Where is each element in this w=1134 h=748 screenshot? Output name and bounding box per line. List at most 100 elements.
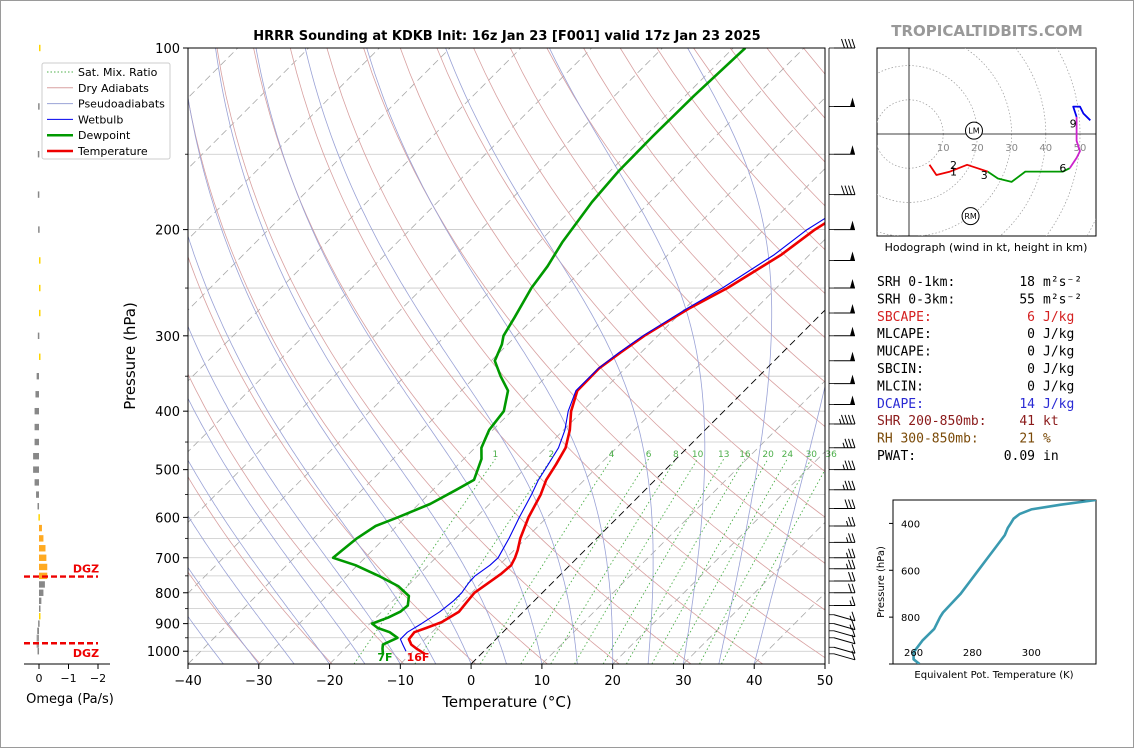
index-unit: m²s⁻² xyxy=(1043,292,1082,307)
wind-barb-full xyxy=(841,38,845,49)
hodograph-ring-label: 40 xyxy=(1039,143,1052,154)
hodograph-trace xyxy=(1068,116,1081,169)
wind-barb-shaft xyxy=(833,623,856,631)
wind-barb-full xyxy=(848,571,852,582)
pseudoadiabat-line xyxy=(188,95,472,664)
omega-bar xyxy=(35,391,39,398)
wind-barb-full xyxy=(848,533,852,543)
wind-barb-half xyxy=(842,484,845,490)
mixing-ratio-labels: 1 2 4 6 8 10 13 16 20 24 30 36 xyxy=(493,450,838,460)
wind-barb-full xyxy=(844,438,849,448)
y-tick-label: 200 xyxy=(155,224,180,239)
wind-barb-full xyxy=(848,559,852,569)
dry-adiabat-line xyxy=(188,476,333,664)
omega-bar xyxy=(36,491,39,498)
mixing-ratio-label: 24 xyxy=(782,450,794,460)
hodograph-height-label: 3 xyxy=(981,169,988,182)
theta-e-line xyxy=(912,500,1096,664)
series-wetbulb-line xyxy=(399,217,825,652)
wind-barb-half xyxy=(846,537,849,543)
mixing-ratio-label: 8 xyxy=(673,450,679,460)
legend-label: Sat. Mix. Ratio xyxy=(78,66,158,79)
zero-isotherm-line xyxy=(470,309,825,664)
profile-lines xyxy=(331,48,825,655)
wind-barb-full xyxy=(851,414,856,425)
wind-barb-half xyxy=(849,624,852,630)
omega-tick-label: −1 xyxy=(60,672,76,685)
omega-bar xyxy=(39,605,41,612)
index-label: RH 300-850mb: xyxy=(877,432,979,447)
mixing-ratio-line xyxy=(672,458,788,664)
theta-e-y-tick-label: 600 xyxy=(901,566,920,577)
dgz-label-lower: DGZ xyxy=(73,647,99,660)
surface-temperature-label: 16F xyxy=(407,651,430,664)
x-tick-label: −20 xyxy=(316,674,343,689)
mixing-ratio-line xyxy=(626,458,746,664)
omega-bar xyxy=(34,407,39,415)
y-tick-label: 900 xyxy=(155,618,180,633)
wind-barb-full xyxy=(848,438,852,448)
zero-degree-isotherm xyxy=(470,309,825,664)
mixing-ratio-label: 1 xyxy=(493,450,499,460)
index-unit: J/kg xyxy=(1043,397,1074,412)
dry-adiabat-line xyxy=(188,571,261,664)
y-tick-label: 500 xyxy=(155,464,180,479)
series-temperature-line xyxy=(407,221,825,655)
omega-bar xyxy=(34,479,39,486)
mixing-ratio-label: 16 xyxy=(739,450,751,460)
index-label: MUCAPE: xyxy=(877,345,932,360)
omega-bar xyxy=(33,452,39,460)
isotherm-line xyxy=(188,48,734,594)
wind-barb-half xyxy=(849,615,852,621)
mixing-ratio-line xyxy=(479,458,612,664)
x-tick-label: 10 xyxy=(534,674,551,689)
legend-label: Wetbulb xyxy=(78,113,123,126)
pseudoadiabat-line xyxy=(188,397,366,664)
wind-barb-shaft xyxy=(833,614,856,622)
mixing-ratio-label: 20 xyxy=(762,450,774,460)
index-unit: % xyxy=(1043,432,1051,447)
wind-barb-half xyxy=(839,418,842,425)
omega-panel: DGZ DGZ 0 −1 −2 Omega (Pa/s) xyxy=(24,44,114,707)
y-tick-label: 600 xyxy=(155,511,180,526)
index-value: 55 xyxy=(1019,292,1035,307)
omega-axis-label: Omega (Pa/s) xyxy=(26,692,114,707)
omega-bar xyxy=(38,620,40,627)
wind-barb-full xyxy=(848,548,852,558)
wind-barb-full xyxy=(848,460,852,470)
temperature-axis-ticks: −40 −30 −20 −10 0 10 20 30 40 50 xyxy=(174,664,833,689)
theta-e-x-tick-label: 280 xyxy=(963,648,982,659)
wind-barb-full xyxy=(851,583,856,593)
wind-barb-full xyxy=(851,620,856,630)
omega-bar xyxy=(39,597,42,605)
wind-barb-full xyxy=(851,480,856,490)
pseudoadiabat-line xyxy=(215,48,507,664)
wind-barb-full xyxy=(851,499,856,509)
mixing-ratio-line xyxy=(574,458,698,664)
omega-bar xyxy=(39,554,47,561)
pseudoadiabat-line xyxy=(188,459,330,664)
index-value: 0.09 xyxy=(1004,449,1035,464)
index-value: 18 xyxy=(1019,275,1035,290)
mixing-ratio-label: 30 xyxy=(806,450,818,460)
omega-bar xyxy=(37,191,40,198)
wind-barb-full xyxy=(848,480,852,490)
index-unit: J/kg xyxy=(1043,310,1074,325)
omega-bar xyxy=(33,466,39,473)
index-label: SRH 0-3km: xyxy=(877,292,955,307)
wind-barb-flag xyxy=(850,351,855,361)
storm-motion-marker xyxy=(961,207,980,226)
theta-e-y-axis-label: Pressure (hPa) xyxy=(876,546,887,618)
mixing-ratio-label: 6 xyxy=(646,450,652,460)
legend-label: Dewpoint xyxy=(78,129,131,142)
dry-adiabat-line xyxy=(583,48,825,339)
dry-adiabat-line xyxy=(436,48,825,518)
wind-barbs xyxy=(828,38,856,664)
pseudoadiabat-line xyxy=(549,48,706,664)
wind-barb-flag xyxy=(850,97,855,107)
x-tick-label: −40 xyxy=(174,674,201,689)
hodograph-trace xyxy=(987,167,1071,183)
legend-label: Dry Adiabats xyxy=(78,82,149,95)
index-label: DCAPE: xyxy=(877,397,924,412)
